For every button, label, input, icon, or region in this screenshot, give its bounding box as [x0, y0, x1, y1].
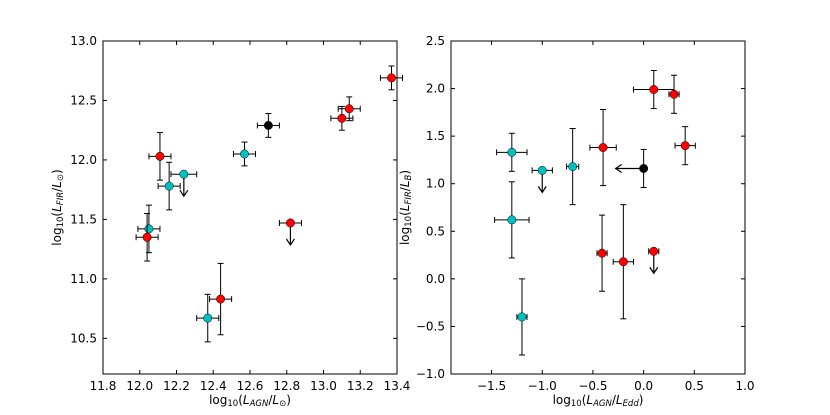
left-data-point-10 [278, 218, 302, 247]
upper-limit-arrowhead [179, 189, 189, 198]
right-x-axis-label: log10(LAGN/LEdd) [553, 393, 644, 409]
x-tick-label: 12.8 [273, 379, 300, 393]
y-tick-label: −1.0 [416, 367, 445, 381]
left-data-point-2 [170, 169, 198, 198]
left-data-point-1 [157, 161, 181, 211]
marker [216, 294, 226, 304]
x-tick-label: −1.5 [477, 379, 506, 393]
left-x-axis-label: log10(LAGN/L⊙) [209, 393, 291, 409]
x-tick-label: 12.4 [200, 379, 227, 393]
left-data-point-12 [196, 293, 220, 343]
upper-limit-arrowhead [537, 186, 547, 194]
right-data-point-11 [648, 246, 660, 275]
upper-limit-arrowhead [649, 266, 659, 275]
y-tick-label: 13.0 [70, 34, 97, 48]
marker [537, 165, 547, 175]
left-data-point-9 [379, 65, 404, 91]
left-data-point-11 [209, 262, 233, 336]
marker [203, 313, 213, 323]
left-plot-frame [102, 40, 398, 375]
y-tick-label: −0.5 [416, 319, 445, 333]
marker [507, 147, 517, 157]
y-tick-label: 11.0 [70, 272, 97, 286]
x-tick-label: −0.5 [578, 379, 607, 393]
x-tick-label: 12.0 [126, 379, 153, 393]
left-data-point-6 [256, 113, 280, 138]
x-tick-label: 13.0 [310, 379, 337, 393]
y-tick-label: 2.5 [426, 34, 445, 48]
right-data-point-1 [494, 181, 530, 259]
right-data-point-3 [531, 165, 553, 194]
marker [507, 215, 517, 225]
left-data-point-8 [330, 105, 354, 131]
x-tick-label: 11.8 [90, 379, 117, 393]
marker [387, 73, 396, 83]
limit-arrowhead [614, 163, 622, 173]
marker [240, 149, 249, 159]
x-tick-label: 12.2 [163, 379, 190, 393]
y-tick-label: 1.0 [426, 177, 445, 191]
marker [597, 248, 607, 258]
right-data-point-2 [516, 278, 528, 356]
right-data-point-9 [668, 74, 680, 114]
left-data-point-4 [135, 212, 159, 262]
marker [344, 104, 354, 114]
right-data-point-12 [614, 148, 649, 189]
upper-limit-arrowhead [285, 238, 295, 247]
marker [155, 151, 165, 161]
marker [680, 141, 690, 151]
marker [669, 89, 679, 99]
right-data-point-4 [566, 128, 580, 206]
right-data-point-5 [589, 109, 617, 187]
marker [263, 120, 273, 130]
x-tick-label: 0.5 [685, 379, 704, 393]
x-tick-label: −1.0 [528, 379, 557, 393]
marker [598, 143, 608, 153]
right-data-point-6 [596, 214, 608, 292]
marker [618, 257, 628, 267]
marker [285, 218, 295, 228]
y-tick-label: 2.0 [426, 82, 445, 96]
right-data-point-0 [496, 132, 528, 172]
x-tick-label: 13.4 [384, 379, 411, 393]
marker [568, 162, 578, 172]
marker [179, 169, 189, 179]
marker [649, 85, 659, 94]
y-tick-label: 0.0 [426, 272, 445, 286]
y-tick-label: 10.5 [70, 331, 97, 345]
x-tick-label: 0.0 [634, 379, 653, 393]
y-tick-label: 0.5 [426, 224, 445, 238]
right-plot-frame [450, 40, 746, 375]
x-tick-label: 12.6 [237, 379, 264, 393]
marker [142, 232, 152, 242]
left-data-point-0 [148, 132, 172, 181]
marker [639, 164, 649, 173]
right-data-point-10 [674, 126, 696, 166]
y-tick-label: 12.0 [70, 153, 97, 167]
left-panel: 11.8 12.0 12.2 12.4 12.6 12.8 13.0 13.2 13.4 10.5… [50, 34, 410, 409]
marker [144, 224, 154, 234]
left-data-point-5 [232, 141, 257, 167]
marker [337, 113, 347, 123]
left-y-axis-label: log10(LFIR/L⊙) [50, 169, 66, 245]
y-tick-label: 12.5 [70, 93, 97, 107]
marker [517, 312, 527, 322]
y-tick-label: 11.5 [70, 212, 97, 226]
marker [164, 181, 174, 191]
right-data-point-7 [612, 204, 634, 320]
right-panel: −1.5 −1.0 −0.5 0.0 0.5 1.0 −1.0 −0.5 0.0 0.5 1.0 1.… [398, 34, 755, 409]
x-tick-label: 13.2 [347, 379, 374, 393]
x-tick-label: 1.0 [735, 379, 754, 393]
right-y-axis-label: log10(LFIR/LB) [398, 170, 414, 245]
y-tick-label: 1.5 [426, 129, 445, 143]
marker [649, 246, 659, 256]
